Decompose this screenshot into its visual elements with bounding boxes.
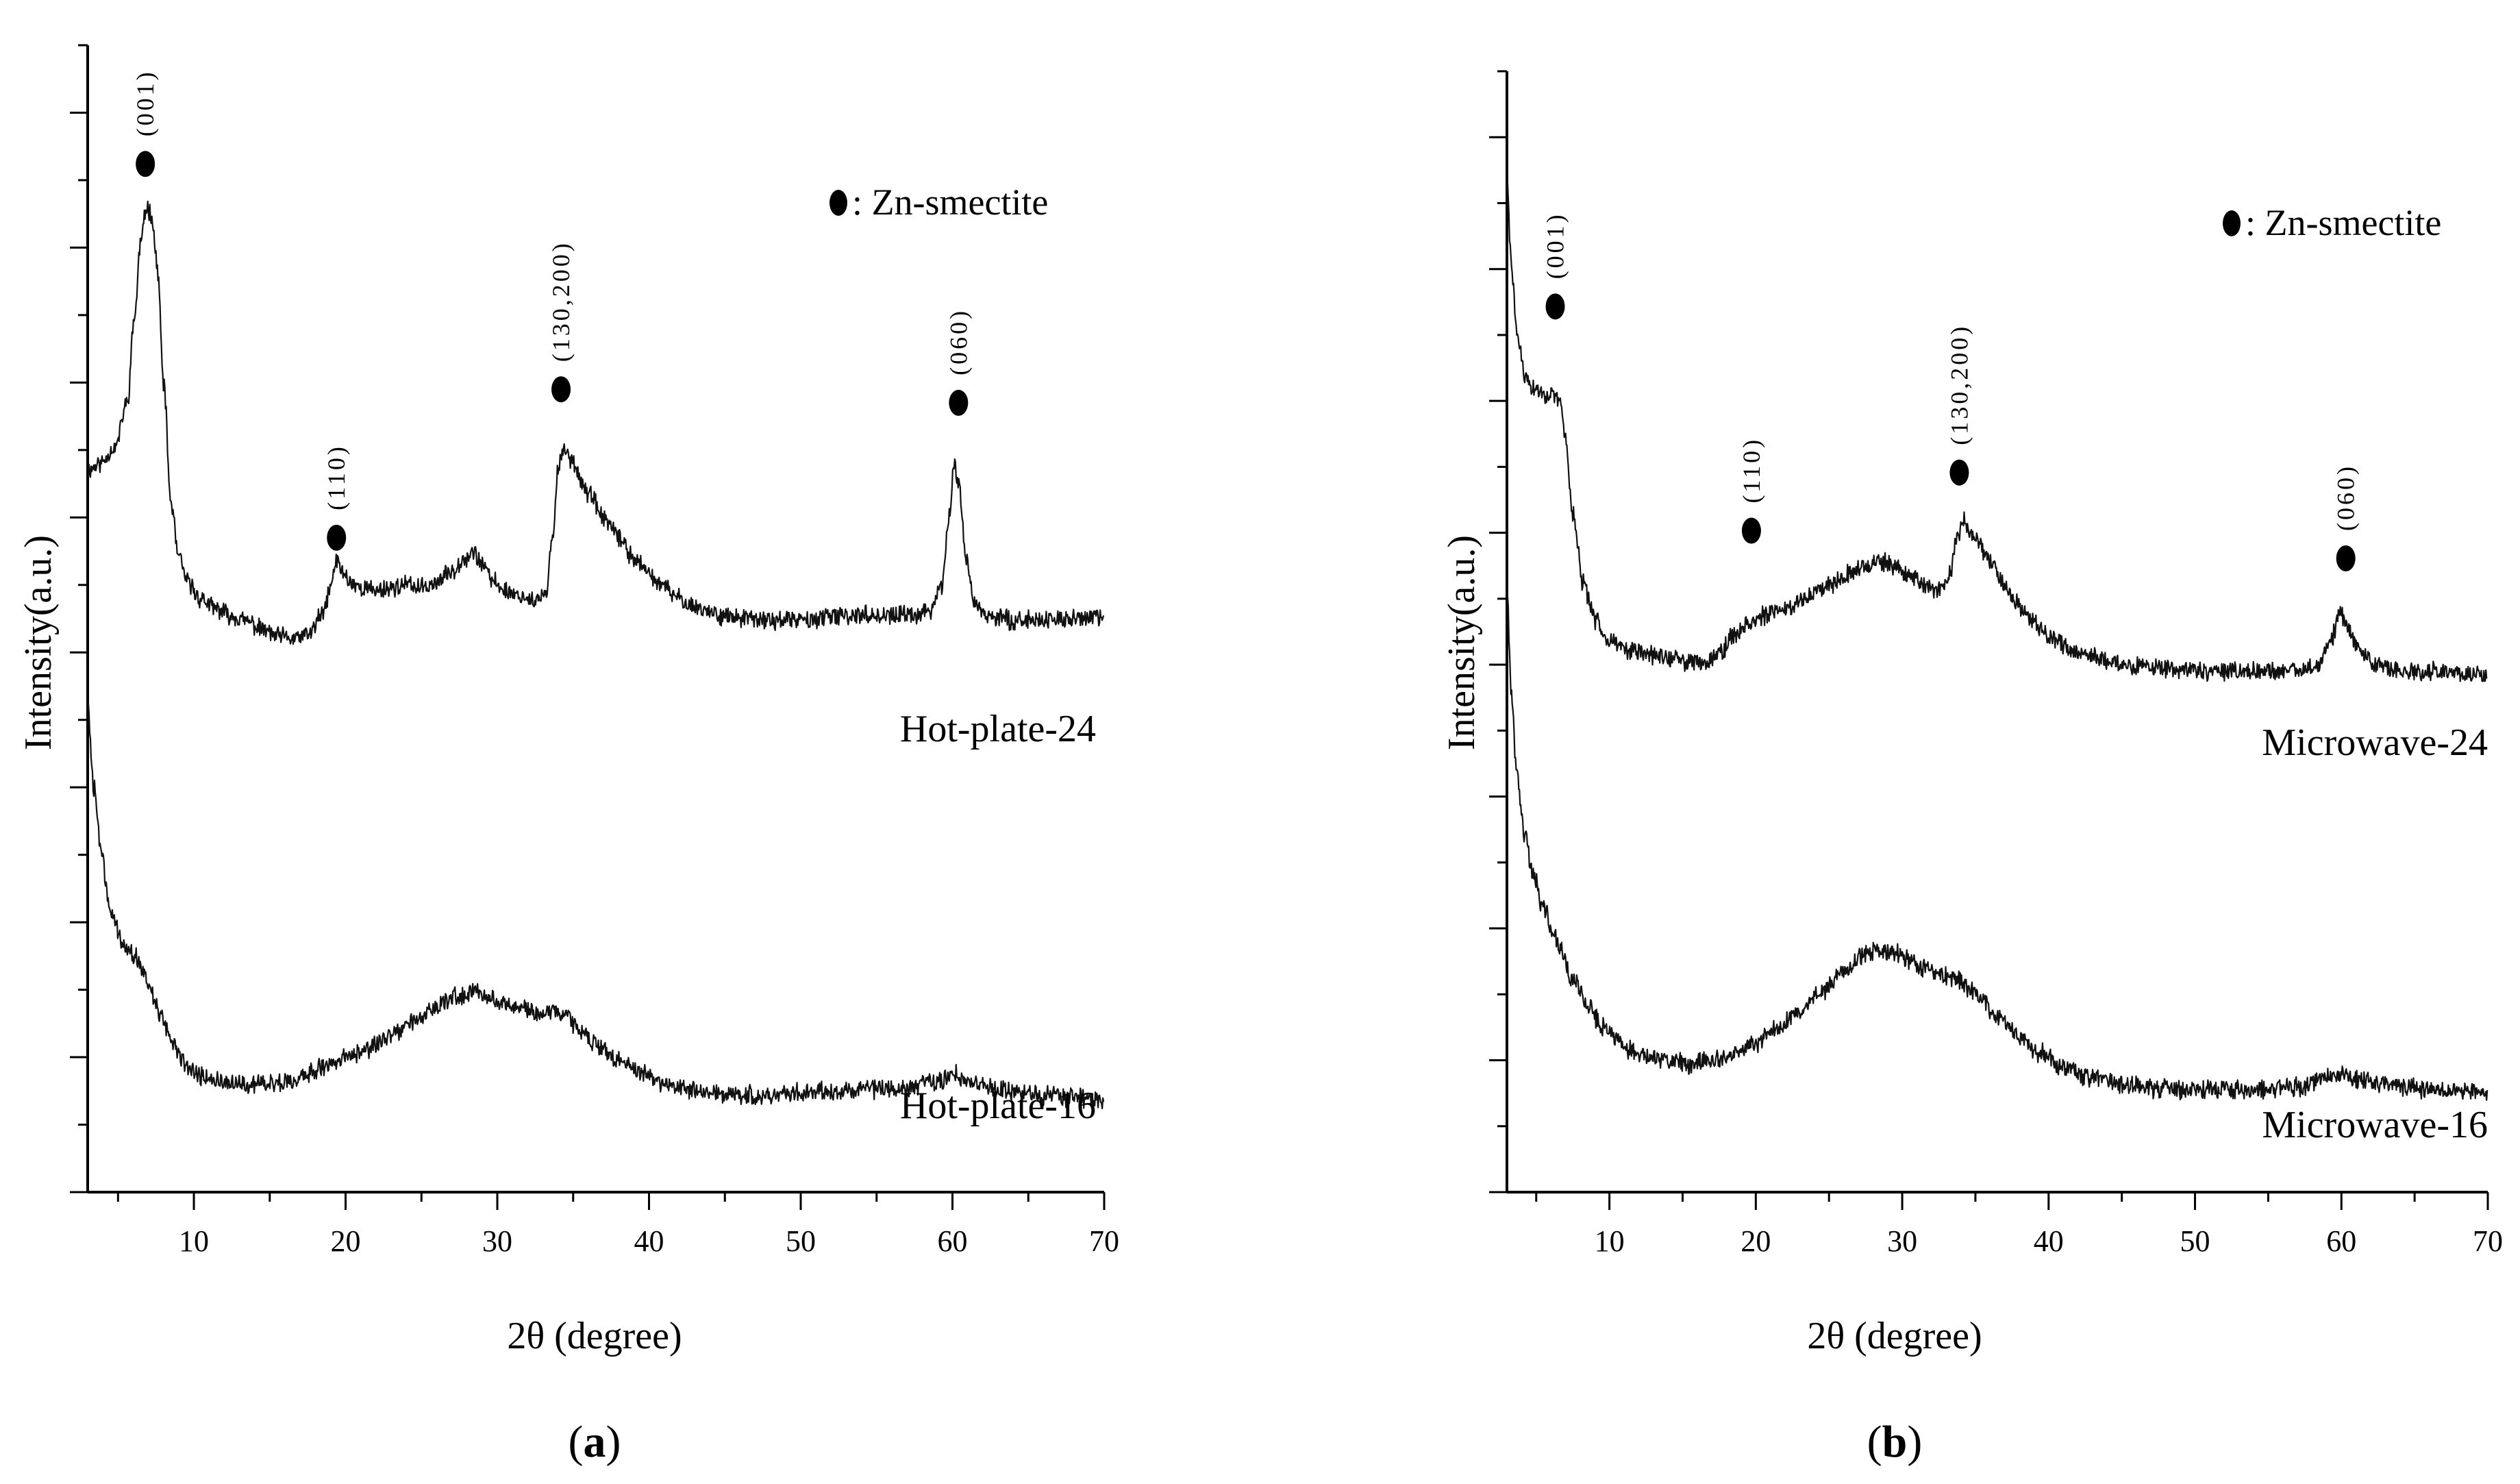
panel-a-label: (a) [569,1417,621,1467]
series-line-hot-plate-16 [87,702,1105,1110]
x-tick-label: 40 [2034,1224,2064,1258]
panel-a-label-close: ) [606,1417,621,1467]
panel-a-labels-layer: 2θ (degree) Intensity(a.u.) : Zn-smectit… [17,182,1096,1467]
peak-label: (110) [323,444,350,510]
panel-a-legend-text: : Zn-smectite [852,182,1048,223]
panel-b-label-close: ) [1907,1417,1922,1467]
x-tick-label: 60 [938,1224,968,1258]
panel-a-y-axis-title: Intensity(a.u.) [17,535,60,750]
x-tick-label: 10 [1595,1224,1625,1258]
panel-b-x-axis-title: 2θ (degree) [1807,1315,1982,1357]
peak-marker [551,376,571,403]
peak-marker [1741,517,1761,544]
panel-a-annotation-layer: (001) (110) (130,200) (060) [132,69,972,551]
panel-b-series-label-microwave-24: Microwave-24 [2262,721,2488,764]
panel-a-label-open: ( [569,1417,584,1467]
panel-a-axes: 10 20 30 40 50 60 70 [70,44,1119,1258]
peak-label: (130,200) [1945,324,1973,445]
panel-a-series-layer [87,200,1105,1110]
x-tick-label: 30 [1887,1224,1917,1258]
panel-b-annotation-layer: (001) (110) (130,200) (060) [1542,212,2360,571]
x-tick-label: 50 [786,1224,816,1258]
panel-b-series-label-microwave-16: Microwave-16 [2262,1104,2488,1146]
peak-marker [949,389,969,416]
panel-b-labels-layer: 2θ (degree) Intensity(a.u.) : Zn-smectit… [1440,202,2488,1467]
panel-a-label-letter: a [584,1417,606,1467]
x-tick-label: 70 [2473,1224,2503,1258]
panel-b-legend-text: : Zn-smectite [2245,202,2441,243]
peak-label: (001) [132,69,159,136]
series-line-microwave-16 [1506,581,2488,1101]
peak-label: (060) [2332,464,2360,531]
panel-b-y-axis-title: Intensity(a.u.) [1440,535,1483,750]
series-line-microwave-24 [1506,182,2488,682]
x-tick-label: 50 [2180,1224,2210,1258]
peak-marker [327,524,347,551]
panel-b-label-letter: b [1882,1417,1908,1467]
panel-b-label-open: ( [1867,1417,1882,1467]
panel-a-legend-marker [829,190,847,216]
panel-a-series-label-hot-plate-16: Hot-plate-16 [900,1085,1096,1127]
peak-label: (060) [945,308,972,375]
peak-marker [2336,545,2356,571]
panel-b-label: (b) [1867,1417,1923,1467]
x-tick-label: 20 [331,1224,361,1258]
panel-b-legend: : Zn-smectite [2223,202,2441,243]
series-line-hot-plate-24 [87,200,1105,645]
panel-a-series-label-hot-plate-24: Hot-plate-24 [900,708,1096,750]
peak-marker [1545,293,1565,320]
x-tick-label: 20 [1741,1224,1771,1258]
panel-b-axes: 10 20 30 40 50 60 70 [1489,70,2503,1258]
x-tick-label: 60 [2326,1224,2356,1258]
panel-a-legend: : Zn-smectite [829,182,1048,223]
peak-label: (130,200) [547,240,575,362]
peak-label: (110) [1738,437,1765,504]
panel-a-chart: 10 20 30 40 50 60 70 (001)(110)(130,200) (060) … [17,44,1119,1467]
panel-b-series-layer [1506,182,2488,1101]
panel-b-chart: 10 20 30 40 50 60 70 (001)(110)(130,200)(060) … [1440,70,2503,1467]
peak-marker [1949,459,1969,486]
panel-b-legend-marker [2223,210,2241,236]
peak-label: (001) [1542,212,1569,279]
panel-a-x-axis-title: 2θ (degree) [507,1315,682,1357]
x-tick-label: 40 [634,1224,664,1258]
x-tick-label: 30 [482,1224,512,1258]
x-tick-label: 10 [179,1224,209,1258]
x-tick-label: 70 [1089,1224,1119,1258]
peak-marker [136,151,155,177]
